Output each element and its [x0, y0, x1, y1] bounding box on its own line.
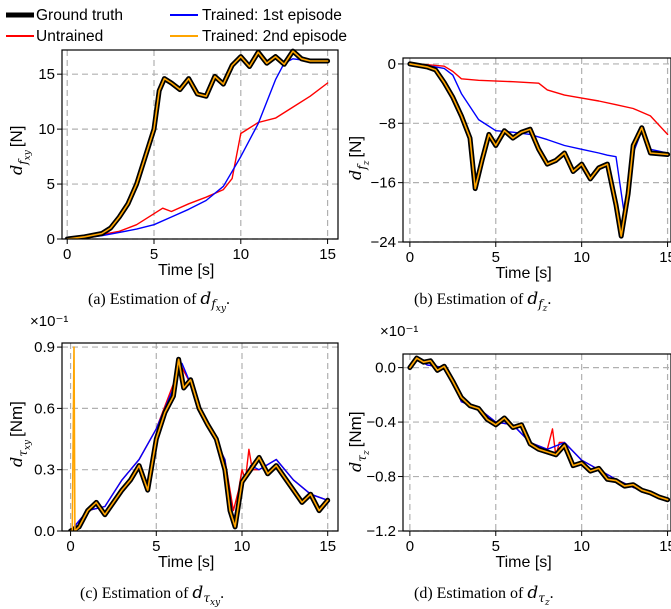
series-line-trained-1st-episode	[66, 58, 329, 239]
x-tick-label: 10	[234, 538, 251, 555]
series-line-trained-2nd-episode	[69, 346, 329, 531]
y-axis-label: dfz[N]	[346, 136, 372, 180]
x-tick-label: 0	[63, 246, 71, 263]
series-line-trained-2nd-episode	[409, 357, 669, 501]
panel-c: 0 5 10 15 0.0 0.3 0.6 0.9 Time [s] dτxy[Nm] ×10⁻¹ (…	[7, 313, 339, 608]
y-tick-label: 10	[38, 121, 55, 138]
series-line-trained-2nd-episode	[409, 63, 669, 237]
series-line-trained-1st-episode	[409, 358, 669, 501]
x-tick-label: 0	[406, 249, 414, 266]
panel-d: 0 5 10 15 0.0 −0.4 −0.8 −1.2 Time [s] dτz[Nm] ×10⁻…	[346, 323, 671, 608]
y-axis-label: dτz[Nm]	[346, 411, 372, 472]
panel-b: 0 5 10 15 0 −8 −16 −24 Time [s] dfz[N] (b) Estimat…	[346, 56, 671, 314]
series-line-ground-truth	[64, 48, 331, 239]
y-tick-label: 5	[47, 176, 55, 193]
axes-frame	[402, 353, 671, 532]
x-axis-label: Time [s]	[158, 262, 214, 279]
y-tick-label: −24	[371, 234, 396, 251]
x-tick-label: 15	[659, 249, 671, 266]
panel-a: 0 5 10 15 0 5 10 15 Time [s] dfxy[N] (a) Estimatio…	[7, 48, 339, 314]
x-tick-label: 5	[492, 538, 500, 555]
series-line-ground-truth	[68, 356, 331, 531]
y-tick-label: 0	[388, 56, 396, 73]
legend: Ground truth Trained: 1st episode Untrai…	[6, 7, 347, 45]
y-tick-label: 15	[38, 66, 55, 83]
x-tick-label: 5	[492, 249, 500, 266]
series-line-untrained	[66, 82, 329, 239]
panel-caption: (d) Estimation of dτz.	[414, 583, 554, 608]
x-tick-label: 5	[152, 538, 160, 555]
legend-label-trained-2nd: Trained: 2nd episode	[202, 28, 347, 45]
y-axis-label: dfxy[N]	[7, 126, 33, 175]
legend-label-untrained: Untrained	[36, 28, 103, 45]
series-line-untrained	[409, 358, 669, 501]
x-tick-label: 0	[66, 538, 74, 555]
axis-multiplier: ×10⁻¹	[380, 323, 418, 340]
x-tick-label: 15	[319, 246, 336, 263]
axis-multiplier: ×10⁻¹	[30, 313, 68, 330]
axes-frame	[61, 342, 339, 532]
x-tick-label: 10	[573, 249, 590, 266]
x-axis-label: Time [s]	[158, 554, 214, 571]
x-tick-label: 15	[319, 538, 336, 555]
series-line-trained-2nd-episode	[66, 50, 329, 239]
legend-label-ground-truth: Ground truth	[36, 7, 123, 24]
x-tick-label: 10	[232, 246, 249, 263]
y-tick-label: −1.2	[366, 523, 396, 540]
y-tick-label: 0.3	[34, 462, 55, 479]
y-tick-label: −0.8	[366, 469, 396, 486]
axes-frame	[61, 49, 339, 240]
y-tick-label: 0.0	[34, 523, 55, 540]
x-axis-label: Time [s]	[495, 265, 551, 282]
series-line-untrained	[409, 63, 669, 136]
legend-label-trained-1st: Trained: 1st episode	[202, 7, 342, 24]
y-tick-label: −0.4	[366, 414, 396, 431]
y-tick-label: 0.0	[375, 360, 396, 377]
panel-caption: (b) Estimation of dfz.	[414, 289, 551, 314]
x-axis-label: Time [s]	[495, 554, 551, 571]
x-tick-label: 0	[406, 538, 414, 555]
panel-caption: (c) Estimation of dτxy.	[80, 583, 224, 608]
y-tick-label: −8	[379, 115, 396, 132]
x-tick-label: 15	[659, 538, 671, 555]
y-tick-label: 0.6	[34, 400, 55, 417]
x-tick-label: 10	[573, 538, 590, 555]
panel-caption: (a) Estimation of dfxy.	[88, 289, 230, 314]
series-line-ground-truth	[407, 355, 671, 503]
y-axis-label: dτxy[Nm]	[7, 401, 33, 467]
axes-frame	[402, 57, 671, 243]
y-tick-label: −16	[371, 175, 396, 192]
y-tick-label: 0	[47, 231, 55, 248]
x-tick-label: 5	[150, 246, 158, 263]
y-tick-label: 0.9	[34, 339, 55, 356]
